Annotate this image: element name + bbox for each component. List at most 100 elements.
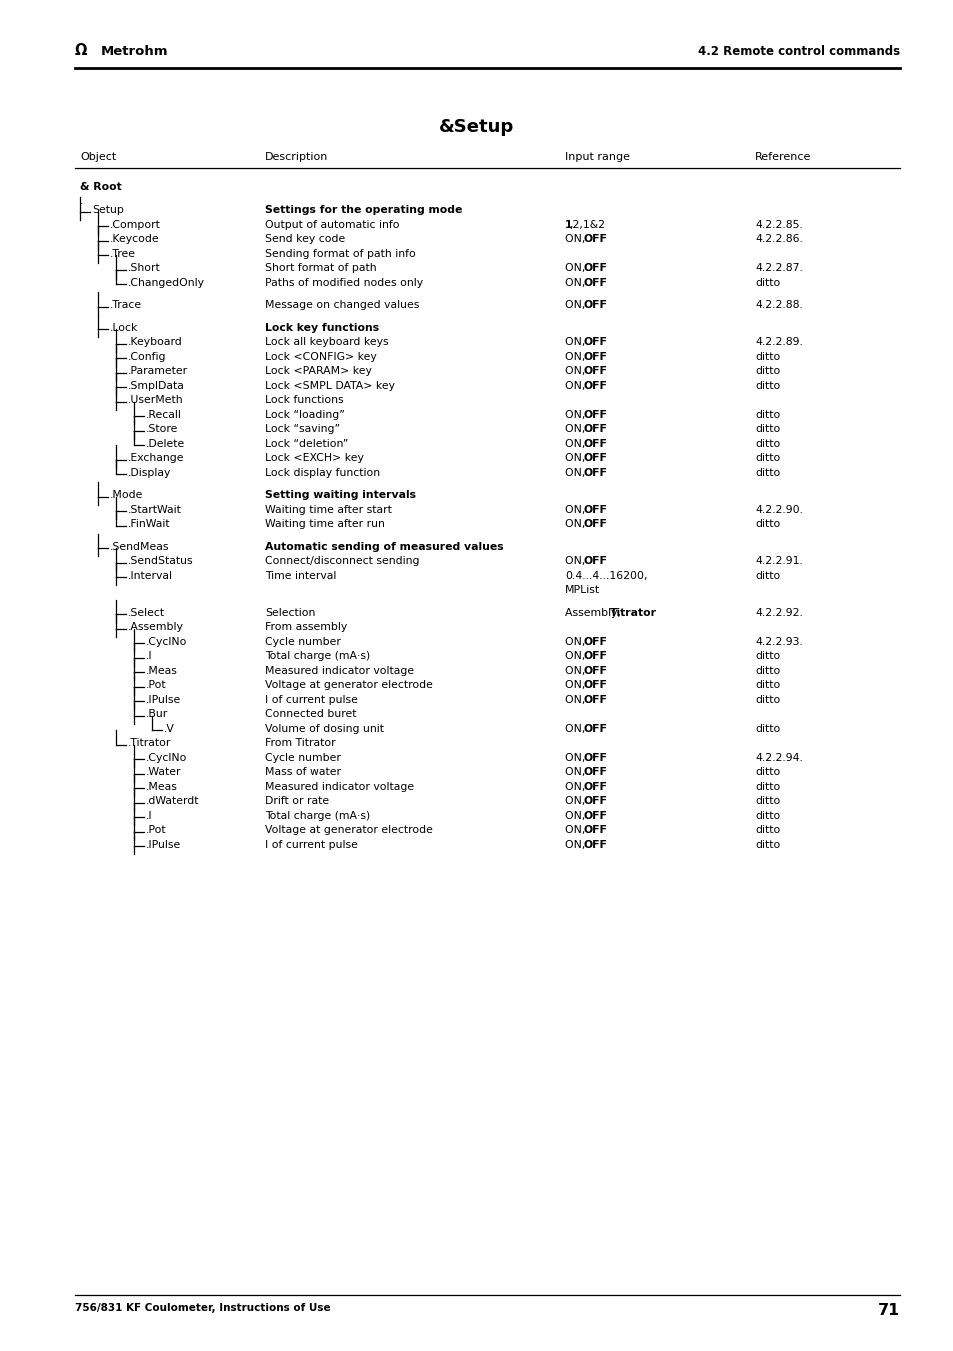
Text: ON,: ON,	[564, 825, 588, 835]
Text: Message on changed values: Message on changed values	[265, 300, 419, 311]
Text: ON,: ON,	[564, 351, 588, 362]
Text: OFF: OFF	[582, 796, 606, 807]
Text: Titrator: Titrator	[610, 608, 657, 617]
Text: OFF: OFF	[582, 366, 606, 376]
Text: ON,: ON,	[564, 651, 588, 661]
Text: .IPulse: .IPulse	[146, 840, 181, 850]
Text: OFF: OFF	[582, 753, 606, 763]
Text: Lock “saving”: Lock “saving”	[265, 424, 340, 434]
Text: ditto: ditto	[754, 724, 780, 734]
Text: .Tree: .Tree	[110, 249, 136, 258]
Text: Lock <CONFIG> key: Lock <CONFIG> key	[265, 351, 376, 362]
Text: OFF: OFF	[582, 263, 606, 273]
Text: .Select: .Select	[128, 608, 165, 617]
Text: ditto: ditto	[754, 439, 780, 449]
Text: 4.2.2.90.: 4.2.2.90.	[754, 505, 802, 515]
Text: Paths of modified nodes only: Paths of modified nodes only	[265, 278, 423, 288]
Text: Setting waiting intervals: Setting waiting intervals	[265, 490, 416, 500]
Text: .Trace: .Trace	[110, 300, 142, 311]
Text: 71: 71	[877, 1302, 899, 1319]
Text: .Exchange: .Exchange	[128, 453, 184, 463]
Text: ditto: ditto	[754, 519, 780, 530]
Text: Lock key functions: Lock key functions	[265, 323, 378, 332]
Text: ON,: ON,	[564, 505, 588, 515]
Text: 4.2.2.87.: 4.2.2.87.	[754, 263, 802, 273]
Text: OFF: OFF	[582, 505, 606, 515]
Text: .I: .I	[146, 651, 152, 661]
Text: Sending format of path info: Sending format of path info	[265, 249, 416, 258]
Text: .: .	[80, 196, 83, 207]
Text: .SmplData: .SmplData	[128, 381, 185, 390]
Text: Connected buret: Connected buret	[265, 709, 356, 719]
Text: MPList: MPList	[564, 585, 599, 596]
Text: 4.2.2.91.: 4.2.2.91.	[754, 557, 802, 566]
Text: 4.2.2.86.: 4.2.2.86.	[754, 234, 802, 245]
Text: I of current pulse: I of current pulse	[265, 694, 357, 705]
Text: ditto: ditto	[754, 767, 780, 777]
Text: ditto: ditto	[754, 651, 780, 661]
Text: ditto: ditto	[754, 796, 780, 807]
Text: OFF: OFF	[582, 424, 606, 434]
Text: .CyclNo: .CyclNo	[146, 753, 187, 763]
Text: OFF: OFF	[582, 467, 606, 478]
Text: Lock all keyboard keys: Lock all keyboard keys	[265, 338, 388, 347]
Text: .Keyboard: .Keyboard	[128, 338, 183, 347]
Text: Waiting time after run: Waiting time after run	[265, 519, 384, 530]
Text: OFF: OFF	[582, 666, 606, 676]
Text: ditto: ditto	[754, 680, 780, 690]
Text: OFF: OFF	[582, 557, 606, 566]
Text: .SendStatus: .SendStatus	[128, 557, 193, 566]
Text: Lock “deletion”: Lock “deletion”	[265, 439, 348, 449]
Text: 4.2.2.89.: 4.2.2.89.	[754, 338, 802, 347]
Text: ON,: ON,	[564, 840, 588, 850]
Text: ditto: ditto	[754, 811, 780, 820]
Text: Setup: Setup	[91, 205, 124, 215]
Text: Volume of dosing unit: Volume of dosing unit	[265, 724, 384, 734]
Text: ON,: ON,	[564, 381, 588, 390]
Text: Voltage at generator electrode: Voltage at generator electrode	[265, 680, 433, 690]
Text: 1: 1	[564, 220, 572, 230]
Text: OFF: OFF	[582, 234, 606, 245]
Text: .Bur: .Bur	[146, 709, 168, 719]
Text: ON,: ON,	[564, 636, 588, 647]
Text: ON,: ON,	[564, 767, 588, 777]
Text: Settings for the operating mode: Settings for the operating mode	[265, 205, 462, 215]
Text: Assembly,: Assembly,	[564, 608, 624, 617]
Text: OFF: OFF	[582, 825, 606, 835]
Text: ditto: ditto	[754, 666, 780, 676]
Text: Time interval: Time interval	[265, 570, 336, 581]
Text: & Root: & Root	[80, 182, 122, 192]
Text: Lock “loading”: Lock “loading”	[265, 409, 345, 420]
Text: I of current pulse: I of current pulse	[265, 840, 357, 850]
Text: .Comport: .Comport	[110, 220, 161, 230]
Text: .I: .I	[146, 811, 152, 820]
Text: Lock functions: Lock functions	[265, 396, 343, 405]
Text: ditto: ditto	[754, 694, 780, 705]
Text: OFF: OFF	[582, 300, 606, 311]
Text: ditto: ditto	[754, 424, 780, 434]
Text: .Recall: .Recall	[146, 409, 182, 420]
Text: OFF: OFF	[582, 381, 606, 390]
Text: Selection: Selection	[265, 608, 315, 617]
Text: .Pot: .Pot	[146, 680, 167, 690]
Text: .Mode: .Mode	[110, 490, 143, 500]
Text: .FinWait: .FinWait	[128, 519, 171, 530]
Text: ditto: ditto	[754, 840, 780, 850]
Text: OFF: OFF	[582, 338, 606, 347]
Text: OFF: OFF	[582, 351, 606, 362]
Text: &Setup: &Setup	[439, 118, 514, 136]
Text: Automatic sending of measured values: Automatic sending of measured values	[265, 542, 503, 551]
Text: ditto: ditto	[754, 825, 780, 835]
Text: Total charge (mA·s): Total charge (mA·s)	[265, 811, 370, 820]
Text: OFF: OFF	[582, 278, 606, 288]
Text: .Display: .Display	[128, 467, 172, 478]
Text: OFF: OFF	[582, 840, 606, 850]
Text: .IPulse: .IPulse	[146, 694, 181, 705]
Text: OFF: OFF	[582, 636, 606, 647]
Text: ditto: ditto	[754, 570, 780, 581]
Text: From Titrator: From Titrator	[265, 738, 335, 748]
Text: Drift or rate: Drift or rate	[265, 796, 329, 807]
Text: 0.4...4...16200,: 0.4...4...16200,	[564, 570, 647, 581]
Text: ON,: ON,	[564, 453, 588, 463]
Text: Lock <EXCH> key: Lock <EXCH> key	[265, 453, 363, 463]
